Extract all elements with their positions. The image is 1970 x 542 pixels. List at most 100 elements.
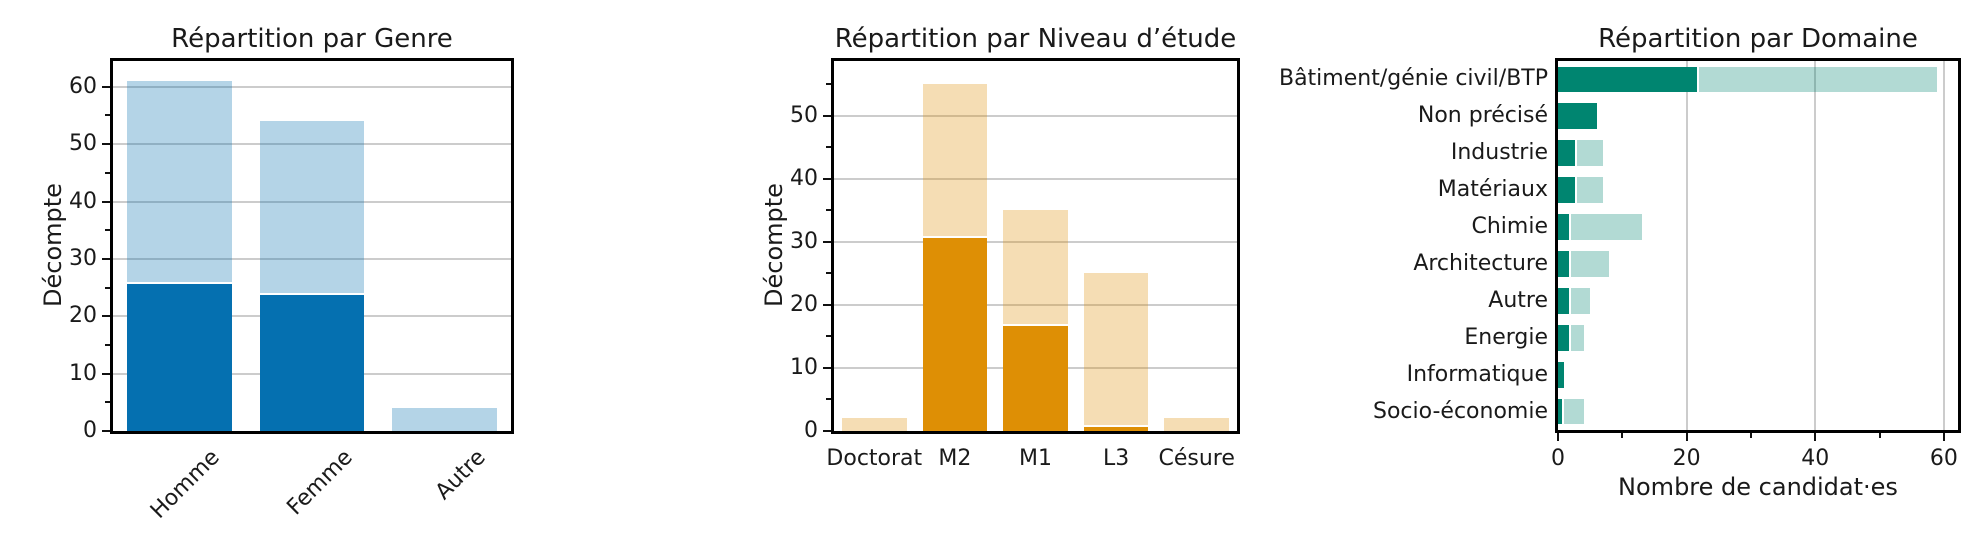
y-tick-major — [823, 177, 831, 180]
x-tick-label: 60 — [1929, 446, 1958, 471]
y-tick-minor — [826, 335, 831, 338]
x-axis-label: Nombre de candidat·es — [1618, 473, 1898, 501]
x-tick-minor — [1878, 433, 1881, 438]
bar-subset — [1003, 323, 1068, 431]
bar-subset — [1558, 66, 1700, 93]
gridline-y — [834, 303, 1237, 306]
x-tick-major — [1557, 433, 1559, 441]
y-category-label: Non précisé — [1417, 103, 1548, 129]
bar-total — [1083, 273, 1149, 431]
y-tick-major — [102, 430, 110, 432]
y-tick-label: 50 — [790, 102, 818, 128]
bar-subset — [1558, 287, 1571, 314]
x-category-label: Césure — [1158, 446, 1235, 471]
gridline-y — [834, 240, 1237, 243]
bar-subset — [1558, 177, 1578, 204]
y-tick-label: 40 — [69, 188, 97, 214]
y-tick-label: 20 — [790, 291, 818, 317]
x-category-label: Autre — [430, 445, 491, 505]
y-tick-major — [823, 303, 831, 306]
y-category-label: Architecture — [1413, 250, 1548, 276]
bar-subset — [1083, 424, 1149, 431]
y-category-label: Chimie — [1471, 214, 1549, 240]
y-tick-minor — [826, 272, 831, 275]
x-category-label: Homme — [146, 445, 226, 524]
bar-subset — [1558, 361, 1565, 388]
y-tick-minor — [826, 209, 831, 212]
y-category-label: Energie — [1464, 324, 1548, 350]
y-tick-label: 0 — [83, 418, 97, 443]
x-category-label: M2 — [938, 446, 972, 471]
x-tick-major — [1685, 433, 1688, 441]
y-tick-label: 10 — [790, 354, 818, 380]
y-category-label: Autre — [1488, 287, 1548, 313]
bar-total — [1558, 214, 1642, 240]
bar-subset — [1558, 140, 1578, 167]
y-tick-minor — [105, 229, 110, 232]
gridline-y — [113, 143, 511, 146]
plot-frame — [1555, 58, 1961, 433]
y-category-label: Informatique — [1406, 361, 1548, 387]
gridline-y — [113, 257, 511, 260]
y-tick-label: 50 — [69, 131, 97, 157]
chart-title: Répartition par Niveau d’étude — [834, 24, 1237, 54]
gridline-y — [113, 200, 511, 203]
bar-subset — [1558, 103, 1597, 130]
gridline-y — [834, 114, 1237, 117]
x-tick-label: 0 — [1551, 446, 1565, 471]
x-tick-label: 40 — [1801, 446, 1830, 471]
y-tick-label: 40 — [790, 165, 818, 191]
x-tick-major — [1814, 433, 1817, 441]
y-tick-major — [102, 257, 110, 260]
bar-subset — [1558, 324, 1571, 351]
y-tick-minor — [826, 83, 831, 86]
gridline-y — [113, 85, 511, 88]
gridline-x — [1814, 61, 1817, 430]
y-tick-minor — [826, 146, 831, 149]
y-tick-minor — [826, 398, 831, 401]
x-tick-minor — [1749, 433, 1752, 438]
y-tick-minor — [105, 343, 110, 346]
y-tick-major — [823, 366, 831, 369]
y-tick-minor — [105, 171, 110, 174]
y-category-label: Industrie — [1450, 140, 1548, 166]
bar-subset — [1558, 251, 1571, 277]
y-tick-major — [102, 200, 110, 203]
y-axis-label: Décompte — [760, 183, 788, 307]
x-category-label: Femme — [282, 445, 358, 521]
bar-subset — [1558, 398, 1565, 425]
y-category-label: Matériaux — [1437, 177, 1548, 203]
x-category-label: M1 — [1019, 446, 1052, 471]
y-tick-major — [823, 114, 831, 117]
y-tick-major — [823, 240, 831, 243]
y-tick-label: 20 — [69, 303, 97, 329]
x-tick-label: 20 — [1672, 446, 1701, 471]
y-tick-major — [102, 372, 110, 375]
y-tick-label: 30 — [790, 228, 818, 254]
chart-title: Répartition par Genre — [171, 24, 453, 54]
x-tick-minor — [1621, 433, 1624, 438]
y-tick-label: 60 — [69, 73, 97, 99]
bar-subset — [922, 235, 988, 431]
y-tick-label: 0 — [804, 418, 818, 443]
y-category-label: Socio-économie — [1372, 398, 1548, 424]
gridline-x — [1942, 61, 1945, 430]
bar-total — [842, 418, 907, 431]
y-tick-major — [102, 143, 110, 146]
y-tick-major — [823, 430, 831, 432]
y-tick-minor — [105, 286, 110, 289]
y-tick-label: 30 — [69, 245, 97, 271]
chart-title: Répartition par Domaine — [1598, 24, 1918, 54]
bar-subset — [1558, 214, 1571, 240]
y-category-label: Bâtiment/génie civil/BTP — [1278, 66, 1548, 92]
y-tick-major — [102, 315, 110, 318]
x-tick-major — [1942, 433, 1945, 441]
y-axis-label: Décompte — [39, 183, 67, 307]
y-tick-minor — [105, 114, 110, 117]
bar-subset — [259, 293, 365, 431]
bar-total — [1164, 418, 1229, 431]
x-category-label: Doctorat — [826, 446, 923, 471]
y-tick-major — [102, 85, 110, 88]
x-category-label: L3 — [1102, 446, 1130, 471]
